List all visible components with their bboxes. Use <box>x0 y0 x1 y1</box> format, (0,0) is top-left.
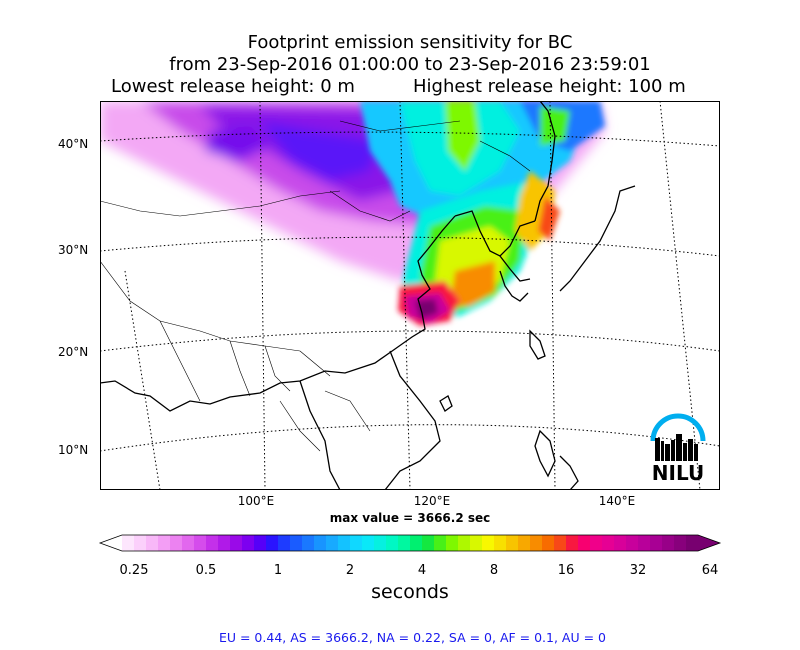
nilu-logo-text: NILU <box>652 461 704 485</box>
colorbar-bin <box>146 535 159 551</box>
colorbar-bin <box>278 535 291 551</box>
colorbar-tick-label: 0.5 <box>195 563 217 578</box>
colorbar-bin <box>482 535 495 551</box>
colorbar-bin <box>542 535 555 551</box>
colorbar-bin <box>494 535 507 551</box>
colorbar-bin <box>158 535 171 551</box>
lat-label-20: 20°N <box>58 345 89 359</box>
colorbar-bin <box>686 535 699 551</box>
colorbar-bin <box>338 535 351 551</box>
colorbar-bin <box>446 535 459 551</box>
title-highest-release: Highest release height: 100 m <box>413 76 686 97</box>
colorbar-bin <box>614 535 627 551</box>
colorbar-bin <box>602 535 615 551</box>
colorbar-unit-label: seconds <box>371 581 449 603</box>
colorbar <box>98 532 722 554</box>
colorbar-bin <box>254 535 267 551</box>
colorbar-tick-label: 32 <box>629 563 647 578</box>
colorbar-bin <box>626 535 639 551</box>
colorbar-bin <box>554 535 567 551</box>
colorbar-bin <box>566 535 579 551</box>
colorbar-bin <box>506 535 519 551</box>
colorbar-bin <box>374 535 387 551</box>
colorbar-bin <box>134 535 147 551</box>
lat-label-40: 40°N <box>58 137 89 151</box>
borders <box>100 120 531 452</box>
colorbar-tick-label: 4 <box>417 563 427 578</box>
lat-label-10: 10°N <box>58 443 89 457</box>
regional-stats: EU = 0.44, AS = 3666.2, NA = 0.22, SA = … <box>218 630 607 645</box>
colorbar-bin <box>650 535 663 551</box>
colorbar-bin <box>290 535 303 551</box>
colorbar-bin <box>194 535 207 551</box>
colorbar-extend-high <box>698 535 720 551</box>
colorbar-bin <box>434 535 447 551</box>
lon-label-120e: 120°E <box>413 494 451 508</box>
colorbar-extend-low <box>100 535 122 551</box>
colorbar-bin <box>386 535 399 551</box>
colorbar-bin <box>218 535 231 551</box>
footprint-map: NILU <box>100 101 720 490</box>
colorbar-tick-label: 8 <box>489 563 499 578</box>
colorbar-tick-label: 0.25 <box>119 563 149 578</box>
colorbar-bin <box>170 535 183 551</box>
lon-label-100e: 100°E <box>237 494 275 508</box>
colorbar-bin <box>362 535 375 551</box>
colorbar-bin <box>518 535 531 551</box>
title-lowest-release: Lowest release height: 0 m <box>111 76 355 97</box>
colorbar-bin <box>458 535 471 551</box>
colorbar-bin <box>350 535 363 551</box>
colorbar-bin <box>530 535 543 551</box>
coastlines <box>100 101 636 490</box>
title-line-2: from 23-Sep-2016 01:00:00 to 23-Sep-2016… <box>169 54 651 75</box>
lon-label-140e: 140°E <box>598 494 636 508</box>
colorbar-bin <box>590 535 603 551</box>
max-value-label: max value = 3666.2 sec <box>329 511 491 525</box>
colorbar-bin <box>206 535 219 551</box>
colorbar-bin <box>302 535 315 551</box>
colorbar-tick-label: 64 <box>701 563 719 578</box>
colorbar-tick-label: 1 <box>273 563 283 578</box>
colorbar-bin <box>578 535 591 551</box>
colorbar-bin <box>182 535 195 551</box>
colorbar-tick-label: 2 <box>345 563 355 578</box>
title-line-1: Footprint emission sensitivity for BC <box>247 32 573 53</box>
colorbar-bin <box>662 535 675 551</box>
colorbar-bin <box>242 535 255 551</box>
lat-label-30: 30°N <box>58 243 89 257</box>
colorbar-bin <box>122 535 135 551</box>
colorbar-tick-label: 16 <box>557 563 575 578</box>
nilu-logo: NILU <box>650 413 706 485</box>
colorbar-outline <box>98 534 722 552</box>
colorbar-bin <box>230 535 243 551</box>
colorbar-bin <box>470 535 483 551</box>
colorbar-bin <box>326 535 339 551</box>
colorbar-bin <box>674 535 687 551</box>
colorbar-bin <box>314 535 327 551</box>
colorbar-bin <box>638 535 651 551</box>
colorbar-bin <box>398 535 411 551</box>
colorbar-bin <box>266 535 279 551</box>
colorbar-bin <box>422 535 435 551</box>
colorbar-bin <box>410 535 423 551</box>
